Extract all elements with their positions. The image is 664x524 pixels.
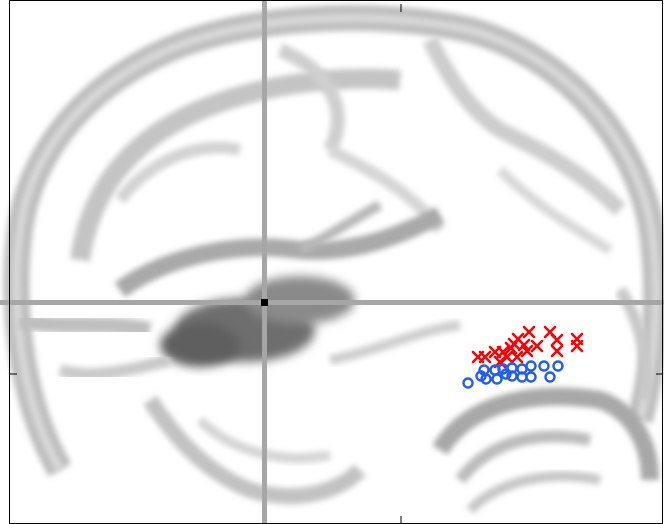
marker-o (544, 371, 556, 383)
brain-anatomy (3, 5, 664, 514)
marker-o (525, 360, 537, 372)
crosshair-center (261, 299, 268, 306)
marker-o (538, 360, 550, 372)
marker-o (500, 368, 512, 380)
marker-x (510, 350, 524, 364)
marker-x (507, 337, 521, 351)
marker-x (520, 344, 534, 358)
marker-x (570, 339, 584, 353)
marker-o (462, 377, 474, 389)
marker-x (550, 344, 564, 358)
marker-group-o (462, 360, 564, 389)
marker-x (550, 333, 564, 347)
marker-o (480, 373, 492, 385)
marker-group-x (471, 325, 584, 369)
crosshair-horizontal (0, 300, 664, 305)
marker-o (491, 373, 503, 385)
marker-x (478, 350, 492, 364)
marker-o (525, 371, 537, 383)
crosshair-vertical (262, 0, 267, 524)
marker-x (500, 350, 514, 364)
marker-o (552, 360, 564, 372)
marker-x (522, 325, 536, 339)
marker-x (517, 338, 531, 352)
marker-x (530, 339, 544, 353)
